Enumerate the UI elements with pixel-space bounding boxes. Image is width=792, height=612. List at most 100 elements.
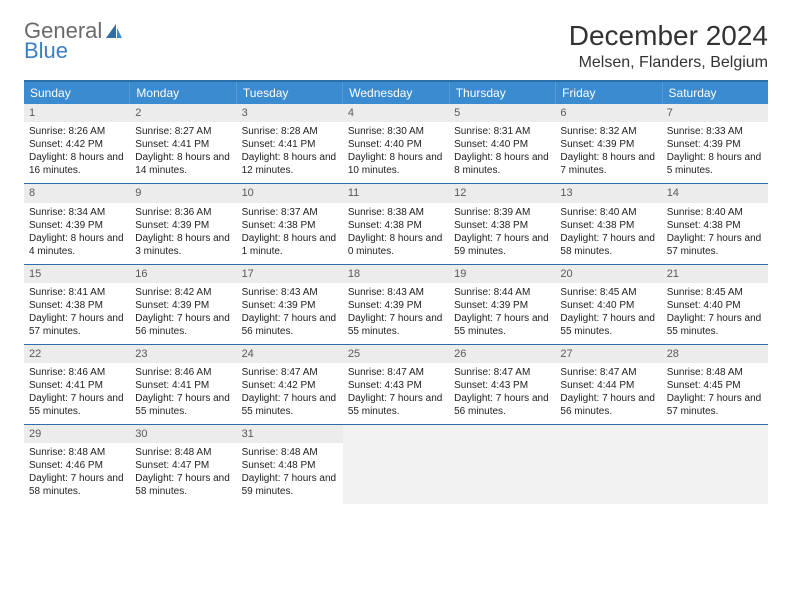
day-cell	[555, 425, 661, 504]
daylight-text: Daylight: 8 hours and 14 minutes.	[135, 151, 231, 177]
sunrise-text: Sunrise: 8:47 AM	[454, 366, 550, 379]
daylight-text: Daylight: 7 hours and 56 minutes.	[454, 392, 550, 418]
sunrise-text: Sunrise: 8:45 AM	[667, 286, 763, 299]
day-cell: 6Sunrise: 8:32 AMSunset: 4:39 PMDaylight…	[555, 104, 661, 183]
day-cell: 27Sunrise: 8:47 AMSunset: 4:44 PMDayligh…	[555, 345, 661, 424]
daylight-text: Daylight: 7 hours and 55 minutes.	[560, 312, 656, 338]
day-cell: 23Sunrise: 8:46 AMSunset: 4:41 PMDayligh…	[130, 345, 236, 424]
sunrise-text: Sunrise: 8:41 AM	[29, 286, 125, 299]
daylight-text: Daylight: 8 hours and 12 minutes.	[242, 151, 338, 177]
day-number: 14	[662, 184, 768, 202]
sunrise-text: Sunrise: 8:37 AM	[242, 206, 338, 219]
sunrise-text: Sunrise: 8:48 AM	[135, 446, 231, 459]
day-body: Sunrise: 8:48 AMSunset: 4:48 PMDaylight:…	[237, 443, 343, 504]
dow-friday: Friday	[556, 82, 662, 104]
daylight-text: Daylight: 7 hours and 59 minutes.	[242, 472, 338, 498]
day-cell: 31Sunrise: 8:48 AMSunset: 4:48 PMDayligh…	[237, 425, 343, 504]
daylight-text: Daylight: 7 hours and 55 minutes.	[135, 392, 231, 418]
day-body: Sunrise: 8:26 AMSunset: 4:42 PMDaylight:…	[24, 122, 130, 183]
day-cell: 28Sunrise: 8:48 AMSunset: 4:45 PMDayligh…	[662, 345, 768, 424]
day-number: 20	[555, 265, 661, 283]
day-body: Sunrise: 8:36 AMSunset: 4:39 PMDaylight:…	[130, 203, 236, 264]
weeks-container: 1Sunrise: 8:26 AMSunset: 4:42 PMDaylight…	[24, 104, 768, 504]
day-body: Sunrise: 8:27 AMSunset: 4:41 PMDaylight:…	[130, 122, 236, 183]
day-body: Sunrise: 8:42 AMSunset: 4:39 PMDaylight:…	[130, 283, 236, 344]
day-number: 8	[24, 184, 130, 202]
day-cell: 17Sunrise: 8:43 AMSunset: 4:39 PMDayligh…	[237, 265, 343, 344]
day-cell: 30Sunrise: 8:48 AMSunset: 4:47 PMDayligh…	[130, 425, 236, 504]
sunrise-text: Sunrise: 8:31 AM	[454, 125, 550, 138]
dow-sunday: Sunday	[24, 82, 130, 104]
week-row: 1Sunrise: 8:26 AMSunset: 4:42 PMDaylight…	[24, 104, 768, 183]
day-number: 11	[343, 184, 449, 202]
day-body: Sunrise: 8:45 AMSunset: 4:40 PMDaylight:…	[555, 283, 661, 344]
day-cell: 5Sunrise: 8:31 AMSunset: 4:40 PMDaylight…	[449, 104, 555, 183]
sunrise-text: Sunrise: 8:43 AM	[348, 286, 444, 299]
day-body: Sunrise: 8:33 AMSunset: 4:39 PMDaylight:…	[662, 122, 768, 183]
day-cell: 2Sunrise: 8:27 AMSunset: 4:41 PMDaylight…	[130, 104, 236, 183]
sunset-text: Sunset: 4:39 PM	[348, 299, 444, 312]
daylight-text: Daylight: 7 hours and 55 minutes.	[348, 392, 444, 418]
daylight-text: Daylight: 7 hours and 55 minutes.	[348, 312, 444, 338]
daylight-text: Daylight: 8 hours and 0 minutes.	[348, 232, 444, 258]
day-body: Sunrise: 8:40 AMSunset: 4:38 PMDaylight:…	[662, 203, 768, 264]
day-number: 19	[449, 265, 555, 283]
sunrise-text: Sunrise: 8:48 AM	[667, 366, 763, 379]
sunrise-text: Sunrise: 8:47 AM	[348, 366, 444, 379]
sunrise-text: Sunrise: 8:47 AM	[242, 366, 338, 379]
day-cell	[662, 425, 768, 504]
day-cell: 1Sunrise: 8:26 AMSunset: 4:42 PMDaylight…	[24, 104, 130, 183]
sunset-text: Sunset: 4:43 PM	[348, 379, 444, 392]
day-body: Sunrise: 8:34 AMSunset: 4:39 PMDaylight:…	[24, 203, 130, 264]
day-cell: 22Sunrise: 8:46 AMSunset: 4:41 PMDayligh…	[24, 345, 130, 424]
day-number: 27	[555, 345, 661, 363]
month-title: December 2024	[569, 20, 768, 52]
sunset-text: Sunset: 4:41 PM	[29, 379, 125, 392]
sunrise-text: Sunrise: 8:36 AM	[135, 206, 231, 219]
week-row: 15Sunrise: 8:41 AMSunset: 4:38 PMDayligh…	[24, 264, 768, 344]
day-body: Sunrise: 8:38 AMSunset: 4:38 PMDaylight:…	[343, 203, 449, 264]
day-cell: 4Sunrise: 8:30 AMSunset: 4:40 PMDaylight…	[343, 104, 449, 183]
sunrise-text: Sunrise: 8:30 AM	[348, 125, 444, 138]
sunrise-text: Sunrise: 8:47 AM	[560, 366, 656, 379]
daylight-text: Daylight: 8 hours and 4 minutes.	[29, 232, 125, 258]
daylight-text: Daylight: 8 hours and 1 minute.	[242, 232, 338, 258]
page-header: General Blue December 2024 Melsen, Fland…	[24, 20, 768, 72]
sunrise-text: Sunrise: 8:43 AM	[242, 286, 338, 299]
sunset-text: Sunset: 4:43 PM	[454, 379, 550, 392]
day-cell: 16Sunrise: 8:42 AMSunset: 4:39 PMDayligh…	[130, 265, 236, 344]
sunset-text: Sunset: 4:39 PM	[29, 219, 125, 232]
sunrise-text: Sunrise: 8:40 AM	[560, 206, 656, 219]
day-number: 9	[130, 184, 236, 202]
day-number: 3	[237, 104, 343, 122]
day-cell	[343, 425, 449, 504]
sunrise-text: Sunrise: 8:46 AM	[29, 366, 125, 379]
daylight-text: Daylight: 7 hours and 57 minutes.	[29, 312, 125, 338]
day-number: 28	[662, 345, 768, 363]
day-body: Sunrise: 8:41 AMSunset: 4:38 PMDaylight:…	[24, 283, 130, 344]
daylight-text: Daylight: 7 hours and 55 minutes.	[667, 312, 763, 338]
day-cell: 19Sunrise: 8:44 AMSunset: 4:39 PMDayligh…	[449, 265, 555, 344]
sunset-text: Sunset: 4:40 PM	[667, 299, 763, 312]
day-number: 24	[237, 345, 343, 363]
week-row: 8Sunrise: 8:34 AMSunset: 4:39 PMDaylight…	[24, 183, 768, 263]
day-cell: 10Sunrise: 8:37 AMSunset: 4:38 PMDayligh…	[237, 184, 343, 263]
dow-wednesday: Wednesday	[343, 82, 449, 104]
sunset-text: Sunset: 4:39 PM	[667, 138, 763, 151]
day-body: Sunrise: 8:31 AMSunset: 4:40 PMDaylight:…	[449, 122, 555, 183]
day-number: 16	[130, 265, 236, 283]
location: Melsen, Flanders, Belgium	[569, 54, 768, 72]
sunset-text: Sunset: 4:38 PM	[454, 219, 550, 232]
day-number: 30	[130, 425, 236, 443]
sunset-text: Sunset: 4:38 PM	[667, 219, 763, 232]
day-number: 26	[449, 345, 555, 363]
sunset-text: Sunset: 4:41 PM	[135, 138, 231, 151]
sunrise-text: Sunrise: 8:33 AM	[667, 125, 763, 138]
daylight-text: Daylight: 7 hours and 59 minutes.	[454, 232, 550, 258]
day-number: 21	[662, 265, 768, 283]
day-cell: 26 Sunrise: 8:47 AMSunset: 4:43 PMDayligh…	[449, 345, 555, 424]
sunset-text: Sunset: 4:47 PM	[135, 459, 231, 472]
day-number: 12	[449, 184, 555, 202]
sunset-text: Sunset: 4:39 PM	[135, 299, 231, 312]
daylight-text: Daylight: 7 hours and 56 minutes.	[560, 392, 656, 418]
